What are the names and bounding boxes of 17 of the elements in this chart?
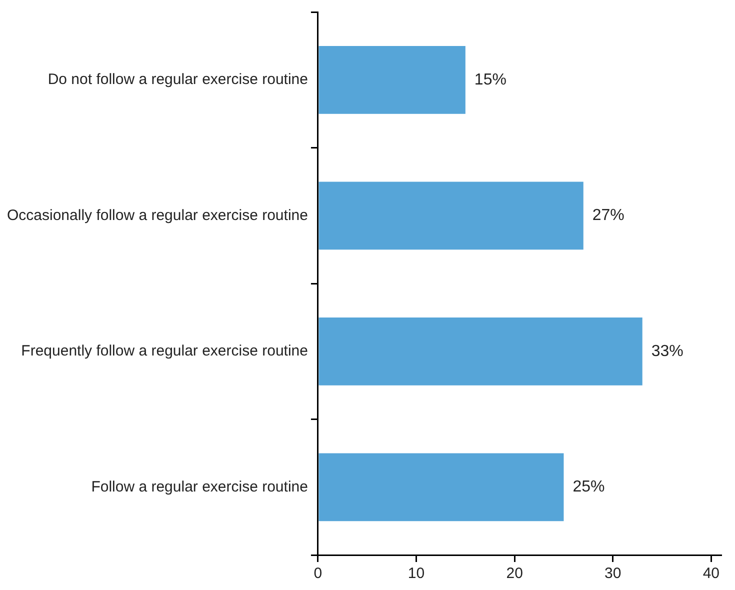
data-label: 33% xyxy=(651,342,684,360)
bar xyxy=(318,46,466,114)
x-tick-label: 30 xyxy=(604,565,622,582)
x-tick-label: 10 xyxy=(408,565,425,582)
data-label: 27% xyxy=(592,207,624,224)
x-tick-label: 0 xyxy=(314,565,322,582)
x-tick-label: 40 xyxy=(702,565,720,582)
x-tick-label: 20 xyxy=(506,565,523,582)
bar xyxy=(318,453,564,522)
bar xyxy=(318,182,584,250)
y-tick-label: Frequently follow a regular exercise routine xyxy=(21,342,308,360)
y-tick-label: Occasionally follow a regular exercise routine xyxy=(6,206,308,224)
bar xyxy=(318,317,642,386)
data-label: 15% xyxy=(474,71,506,88)
data-label: 25% xyxy=(572,478,605,496)
y-tick-label: Follow a regular exercise routine xyxy=(91,478,308,496)
y-tick-label: Do not follow a regular exercise routine xyxy=(48,71,308,88)
